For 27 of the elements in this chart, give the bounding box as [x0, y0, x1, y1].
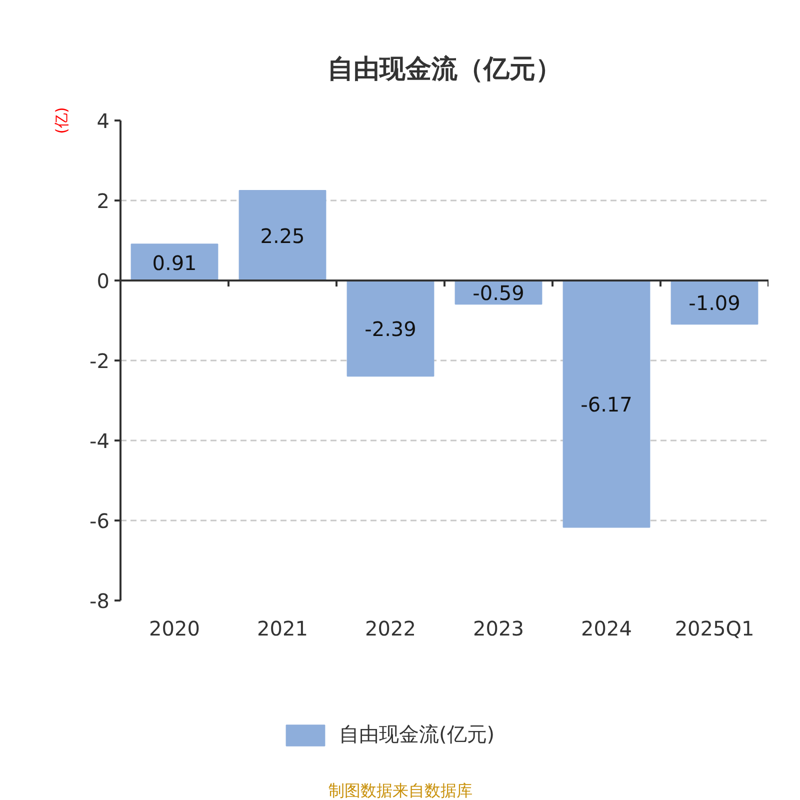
x-tick-label: 2025Q1 — [674, 616, 754, 640]
data-label: -6.17 — [580, 392, 632, 416]
data-label: -2.39 — [364, 316, 416, 341]
x-tick-label: 2024 — [581, 616, 632, 640]
text: 制图数据来自数据库 — [328, 781, 472, 800]
x-tick-label: 2021 — [257, 616, 308, 640]
bar — [670, 280, 758, 325]
y-tick-label: -4 — [90, 429, 110, 453]
x-tick-label: 2022 — [365, 616, 416, 640]
y-tick-label: -6 — [90, 509, 110, 533]
y-tick-label: 4 — [96, 109, 110, 133]
y-tick-label: -2 — [90, 349, 110, 373]
bar — [562, 280, 650, 528]
data-label: 0.91 — [152, 250, 197, 275]
data-label: -1.09 — [688, 290, 740, 315]
legend-label: 自由现金流(亿元) — [339, 721, 495, 748]
x-tick-label: 2023 — [473, 616, 524, 640]
y-axis-title: (亿) — [52, 107, 71, 134]
bar — [238, 190, 326, 281]
bar — [346, 280, 434, 377]
data-label: -0.59 — [472, 280, 524, 305]
data-label: 2.25 — [260, 224, 305, 248]
y-tick-label: 0 — [96, 269, 110, 293]
y-tick-label: 2 — [96, 189, 110, 213]
y-tick-label: -8 — [90, 589, 110, 613]
x-tick-label: 2020 — [149, 616, 200, 640]
chart-title: 自由现金流（亿元） — [328, 54, 562, 84]
